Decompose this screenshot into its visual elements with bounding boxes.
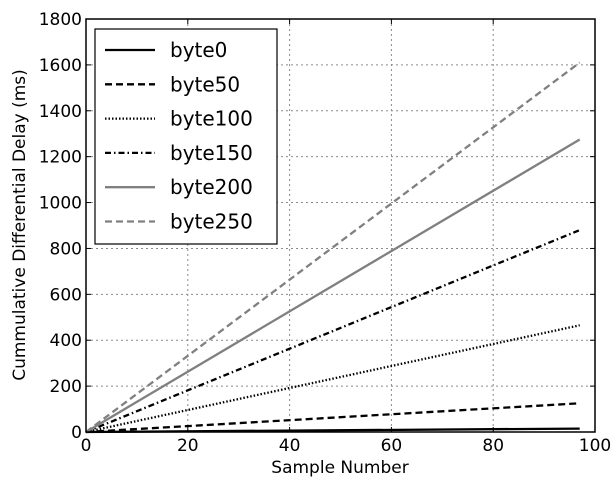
y-tick-label: 1400	[39, 102, 82, 122]
y-tick-label: 400	[50, 331, 82, 351]
y-tick-label: 1800	[39, 10, 82, 30]
y-tick-label: 1600	[39, 56, 82, 76]
x-tick-label: 0	[81, 436, 92, 456]
legend-label-byte50: byte50	[170, 72, 240, 96]
legend-label-byte200: byte200	[170, 175, 253, 199]
series-line-byte250	[85, 61, 581, 433]
y-tick-label: 1000	[39, 194, 82, 214]
x-axis-label: Sample Number	[271, 458, 408, 478]
y-axis-label: Cummulative Differential Delay (ms)	[10, 69, 30, 381]
legend-label-byte250: byte250	[170, 210, 253, 234]
series-line-byte150	[85, 229, 581, 434]
legend-label-byte100: byte100	[170, 107, 253, 131]
series-line-byte200	[85, 138, 581, 433]
legend-label-byte0: byte0	[170, 38, 227, 62]
x-tick-label: 60	[381, 436, 403, 456]
y-tick-label: 0	[71, 423, 82, 443]
legend: byte0 byte50 byte100 byte150 byte200 byte250	[94, 28, 278, 245]
plot-frame	[85, 18, 596, 433]
legend-label-byte150: byte150	[170, 141, 253, 165]
axis-ticks	[85, 18, 596, 433]
x-tick-label: 100	[579, 436, 611, 456]
y-tick-label: 200	[50, 377, 82, 397]
y-tick-label: 800	[50, 239, 82, 259]
series-line-byte100	[85, 324, 580, 434]
series-line-byte50	[85, 402, 580, 434]
legend-frame	[94, 28, 278, 245]
y-tick-label: 1200	[39, 148, 82, 168]
tick-labels: 0 20 40 60 80 1000200400600800100012001400160…	[39, 10, 611, 456]
x-tick-label: 80	[482, 436, 504, 456]
x-tick-label: 20	[177, 436, 199, 456]
y-tick-label: 600	[50, 285, 82, 305]
x-tick-label: 40	[279, 436, 301, 456]
